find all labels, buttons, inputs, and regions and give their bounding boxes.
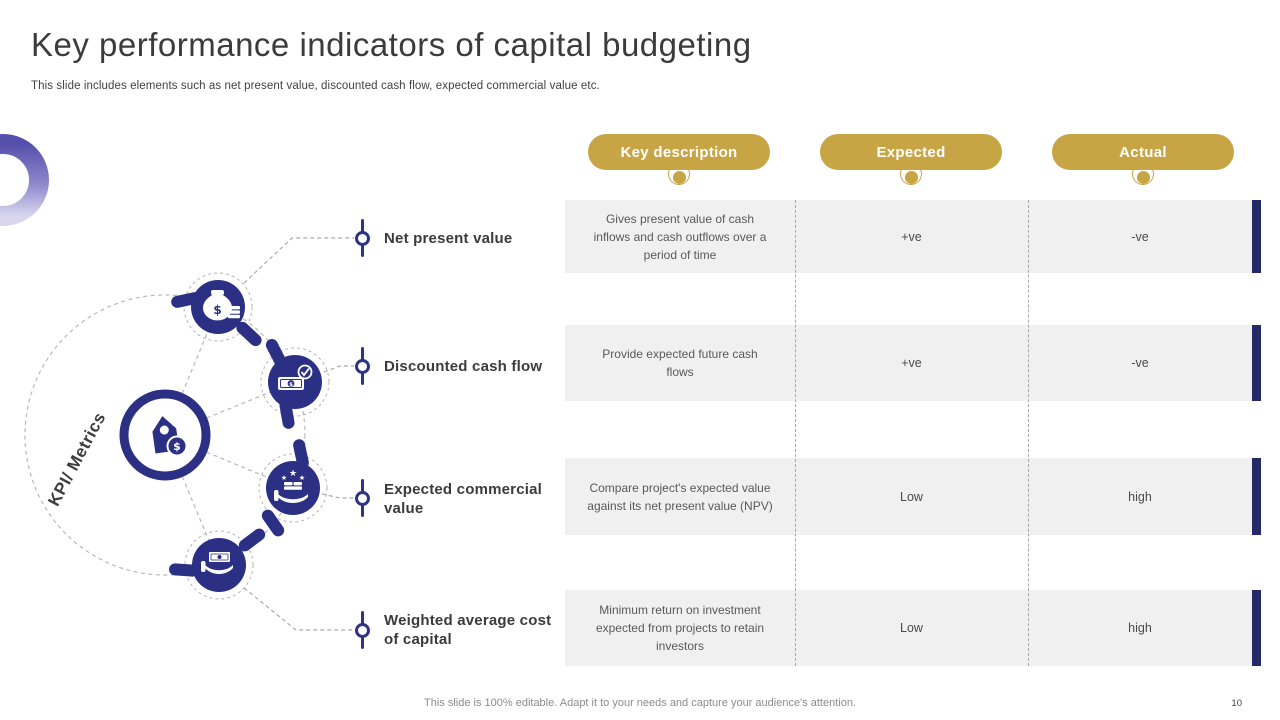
price-tag-icon: $ xyxy=(119,389,211,481)
svg-text:$: $ xyxy=(213,303,221,317)
row-accent-bar xyxy=(1252,458,1261,535)
cash-hand-icon xyxy=(169,528,266,592)
table-row: Gives present value of cash inflows and … xyxy=(565,200,1252,273)
page-number: 10 xyxy=(1231,698,1242,709)
cell-description: Gives present value of cash inflows and … xyxy=(593,211,767,262)
row-accent-bar xyxy=(1252,325,1261,401)
cell-description: Provide expected future cash flows xyxy=(602,347,758,379)
marker-circle-icon xyxy=(355,359,370,374)
column-header-actual: Actual xyxy=(1052,134,1234,170)
cell-expected: Low xyxy=(900,489,923,504)
kpi-node-marker xyxy=(354,347,371,385)
kpi-diagram: $ $ ★ ★ ★ xyxy=(24,237,354,631)
banknote-check-icon: $ xyxy=(265,338,322,429)
row-accent-bar xyxy=(1252,590,1261,666)
footer-note: This slide is 100% editable. Adapt it to… xyxy=(424,697,856,709)
pill-dot-icon xyxy=(672,170,686,184)
kpi-label-discounted-cash-flow: Discounted cash flow xyxy=(384,358,543,375)
page-subtitle: This slide includes elements such as net… xyxy=(31,80,600,92)
ring-decoration-icon xyxy=(0,134,49,226)
kpi-label-weighted-average-cost-of-capital: Weighted average cost of capital xyxy=(384,612,552,648)
kpi-node-marker xyxy=(354,219,371,257)
cell-actual: high xyxy=(1128,621,1152,635)
cell-description: Compare project's expected value against… xyxy=(587,480,773,513)
cell-description: Minimum return on investment expected fr… xyxy=(595,603,765,653)
kpi-node-marker xyxy=(354,611,371,649)
row-accent-bar xyxy=(1252,200,1261,273)
label-connectors xyxy=(243,237,354,631)
satellite-dashed-rings xyxy=(183,272,330,600)
column-header-key-description: Key description xyxy=(588,134,770,170)
column-header-expected: Expected xyxy=(820,134,1002,170)
table-row: Provide expected future cash flows +ve -… xyxy=(565,325,1252,401)
cell-actual: -ve xyxy=(1131,356,1149,370)
marker-circle-icon xyxy=(355,623,370,638)
column-separator xyxy=(795,200,796,666)
svg-text:$: $ xyxy=(173,440,181,453)
page-title: Key performance indicators of capital bu… xyxy=(31,26,752,63)
marker-circle-icon xyxy=(355,231,370,246)
cell-expected: Low xyxy=(900,621,923,635)
marker-circle-icon xyxy=(355,491,370,506)
kpi-label-expected-commercial-value: Expected commercial value xyxy=(384,481,543,517)
cell-expected: +ve xyxy=(901,229,922,244)
cell-actual: -ve xyxy=(1131,229,1149,244)
cell-expected: +ve xyxy=(901,356,922,370)
pill-dot-icon xyxy=(1136,170,1150,184)
kpi-label-net-present-value: Net present value xyxy=(384,230,513,247)
svg-text:★: ★ xyxy=(281,474,287,482)
kpi-node-marker xyxy=(354,479,371,517)
svg-text:★: ★ xyxy=(289,469,297,479)
pill-dot-icon xyxy=(904,170,918,184)
table-row: Compare project's expected value against… xyxy=(565,458,1252,535)
svg-text:$: $ xyxy=(289,382,293,388)
money-bag-icon: $ xyxy=(171,280,262,347)
table-row: Minimum return on investment expected fr… xyxy=(565,590,1252,666)
column-separator xyxy=(1028,200,1029,666)
cell-actual: high xyxy=(1128,489,1152,504)
coins-hand-stars-icon: ★ ★ ★ xyxy=(261,439,320,537)
svg-text:★: ★ xyxy=(299,474,305,482)
